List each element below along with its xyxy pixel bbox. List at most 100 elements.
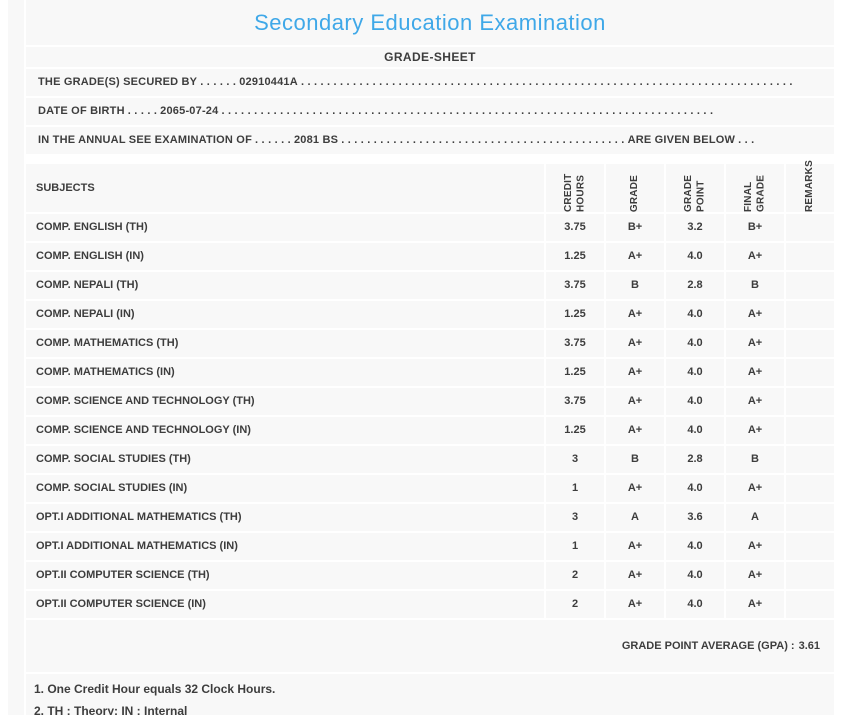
grade-cell: B	[604, 272, 664, 299]
final-grade-cell: A+	[724, 533, 784, 560]
grade-sheet-subtitle: GRADE-SHEET	[384, 50, 476, 64]
dotted-leader: . . . . . . . . . . . . . . . . . . . . …	[341, 134, 625, 146]
credit-hours-cell: 3.75	[544, 330, 604, 357]
grade-point-cell: 4.0	[664, 591, 724, 618]
grade-point-cell: 3.2	[664, 214, 724, 241]
table-row: OPT.I ADDITIONAL MATHEMATICS (TH) 3 A 3.…	[26, 504, 834, 533]
credit-hours-cell: 3.75	[544, 388, 604, 415]
remarks-cell	[784, 388, 834, 415]
exam-year-value: 2081 BS	[293, 134, 339, 146]
final-grade-cell: A+	[724, 417, 784, 444]
exam-year-suffix: ARE GIVEN BELOW	[627, 134, 736, 146]
table-row: COMP. MATHEMATICS (TH) 3.75 A+ 4.0 A+	[26, 330, 834, 359]
remarks-cell	[784, 533, 834, 560]
remarks-cell	[784, 330, 834, 357]
final-grade-cell: B	[724, 272, 784, 299]
credit-hours-label: CREDIT HOURS	[562, 173, 587, 212]
grade-point-cell: 4.0	[664, 417, 724, 444]
footnote-abbreviations: 2. TH : Theory; IN : Internal	[34, 704, 188, 715]
student-id-value: 02910441A	[239, 76, 298, 88]
remarks-cell	[784, 475, 834, 502]
dotted-leader: . . . . . . . . . . . . . . . . . . . . …	[300, 76, 793, 88]
grade-cell: B	[604, 446, 664, 473]
credit-hours-cell: 2	[544, 591, 604, 618]
remarks-cell	[784, 243, 834, 270]
remarks-cell	[784, 301, 834, 328]
page-title: Secondary Education Examination	[254, 9, 606, 35]
table-row: COMP. SCIENCE AND TECHNOLOGY (TH) 3.75 A…	[26, 388, 834, 417]
grade-cell: A+	[604, 562, 664, 589]
credit-hours-cell: 2	[544, 562, 604, 589]
final-grade-column-header: FINAL GRADE	[724, 164, 784, 212]
table-row: OPT.II COMPUTER SCIENCE (IN) 2 A+ 4.0 A+	[26, 591, 834, 620]
grade-table: SUBJECTS CREDIT HOURS GRADE GRADE POINT …	[26, 160, 834, 674]
grade-point-cell: 2.8	[664, 272, 724, 299]
table-row: COMP. MATHEMATICS (IN) 1.25 A+ 4.0 A+	[26, 359, 834, 388]
credit-hours-cell: 3.75	[544, 214, 604, 241]
grade-point-column-header: GRADE POINT	[664, 164, 724, 212]
grade-point-label: GRADE POINT	[682, 174, 707, 212]
final-grade-cell: A+	[724, 591, 784, 618]
table-header-row: SUBJECTS CREDIT HOURS GRADE GRADE POINT …	[26, 160, 834, 214]
final-grade-cell: A	[724, 504, 784, 531]
grade-point-cell: 4.0	[664, 301, 724, 328]
grade-cell: A+	[604, 388, 664, 415]
footnotes: 1. One Credit Hour equals 32 Clock Hours…	[26, 674, 834, 715]
exam-year-line: IN THE ANNUAL SEE EXAMINATION OF . . . .…	[26, 127, 834, 156]
gpa-row: GRADE POINT AVERAGE (GPA) : 3.61	[26, 620, 834, 674]
credit-hours-cell: 3	[544, 446, 604, 473]
final-grade-cell: A+	[724, 330, 784, 357]
credit-hours-cell: 1.25	[544, 301, 604, 328]
table-row: COMP. NEPALI (TH) 3.75 B 2.8 B	[26, 272, 834, 301]
subject-cell: COMP. SOCIAL STUDIES (TH)	[36, 453, 191, 465]
remarks-cell	[784, 591, 834, 618]
credit-hours-cell: 3	[544, 504, 604, 531]
date-of-birth-line: DATE OF BIRTH . . . . . 2065-07-24 . . .…	[26, 98, 834, 127]
grade-cell: A+	[604, 301, 664, 328]
grade-point-cell: 4.0	[664, 562, 724, 589]
date-of-birth-label: DATE OF BIRTH	[38, 105, 125, 117]
grade-point-cell: 2.8	[664, 446, 724, 473]
subject-cell: OPT.II COMPUTER SCIENCE (IN)	[36, 598, 206, 610]
credit-hours-cell: 1.25	[544, 417, 604, 444]
final-grade-cell: A+	[724, 475, 784, 502]
subject-cell: COMP. MATHEMATICS (TH)	[36, 337, 179, 349]
grade-point-cell: 4.0	[664, 330, 724, 357]
subject-cell: COMP. ENGLISH (TH)	[36, 221, 148, 233]
remarks-column-header: REMARKS	[784, 160, 834, 212]
dotted-leader: . . . . .	[127, 105, 158, 117]
subject-cell: COMP. SCIENCE AND TECHNOLOGY (IN)	[36, 424, 251, 436]
grade-cell: A+	[604, 243, 664, 270]
grade-sheet-page: Secondary Education Examination GRADE-SH…	[8, 0, 834, 715]
credit-hours-cell: 1	[544, 533, 604, 560]
subject-cell: OPT.I ADDITIONAL MATHEMATICS (IN)	[36, 540, 238, 552]
student-id-line: THE GRADE(S) SECURED BY . . . . . . 0291…	[26, 69, 834, 98]
final-grade-cell: A+	[724, 359, 784, 386]
subject-cell: OPT.I ADDITIONAL MATHEMATICS (TH)	[36, 511, 242, 523]
grade-cell: A+	[604, 417, 664, 444]
remarks-cell	[784, 417, 834, 444]
grade-label: GRADE	[628, 174, 640, 212]
table-row: COMP. SCIENCE AND TECHNOLOGY (IN) 1.25 A…	[26, 417, 834, 446]
final-grade-cell: A+	[724, 243, 784, 270]
final-grade-cell: A+	[724, 301, 784, 328]
grade-column-header: GRADE	[604, 164, 664, 212]
table-row: COMP. SOCIAL STUDIES (TH) 3 B 2.8 B	[26, 446, 834, 475]
subject-cell: OPT.II COMPUTER SCIENCE (TH)	[36, 569, 210, 581]
grade-cell: A+	[604, 475, 664, 502]
subtitle-row: GRADE-SHEET	[26, 47, 834, 69]
table-row: OPT.I ADDITIONAL MATHEMATICS (IN) 1 A+ 4…	[26, 533, 834, 562]
remarks-cell	[784, 359, 834, 386]
grade-point-cell: 3.6	[664, 504, 724, 531]
subjects-column-header: SUBJECTS	[36, 182, 95, 194]
credit-hours-cell: 3.75	[544, 272, 604, 299]
gpa-label: GRADE POINT AVERAGE (GPA) :	[621, 640, 795, 652]
remarks-cell	[784, 272, 834, 299]
table-row: COMP. SOCIAL STUDIES (IN) 1 A+ 4.0 A+	[26, 475, 834, 504]
grade-cell: A+	[604, 591, 664, 618]
table-row: COMP. NEPALI (IN) 1.25 A+ 4.0 A+	[26, 301, 834, 330]
subject-cell: COMP. MATHEMATICS (IN)	[36, 366, 175, 378]
subject-cell: COMP. SOCIAL STUDIES (IN)	[36, 482, 188, 494]
credit-hours-cell: 1.25	[544, 359, 604, 386]
grade-point-cell: 4.0	[664, 475, 724, 502]
